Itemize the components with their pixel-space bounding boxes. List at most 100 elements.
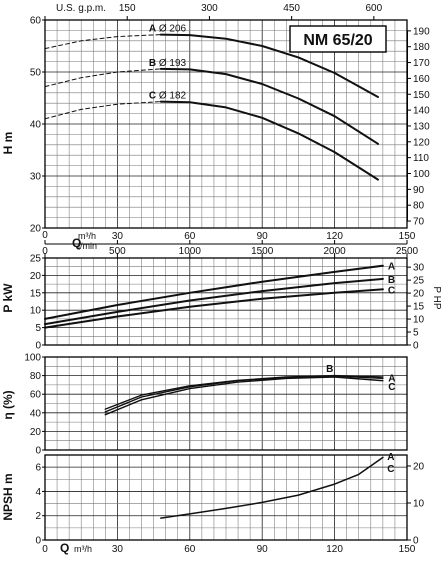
gpm-tick-label: 150 [119, 3, 136, 14]
efficiency-axis-label: η (%) [1, 390, 15, 419]
efficiency-frame [44, 356, 408, 451]
npsh-ft-tick-label: 20 [413, 461, 425, 472]
head-curve-c [159, 100, 379, 181]
title-box [289, 25, 387, 53]
head-curve-diameter-c: Ø 182 [159, 91, 187, 102]
power-y-tick-label: 10 [30, 306, 42, 317]
lmin-tick-label: 500 [109, 246, 126, 257]
power-hp-tick-label: 15 [413, 302, 425, 313]
lmin-tick-label: 0 [42, 246, 48, 257]
power-hp-tick-label: 20 [413, 289, 425, 300]
head-curve-letter-a: A [149, 24, 156, 35]
chart-title: NM 65/20 [303, 32, 372, 49]
power-curve-label-a: A [388, 262, 395, 273]
lmin-tick-label: 1000 [179, 246, 202, 257]
head-ft-tick-label: 70 [413, 217, 425, 228]
power-curve-b [44, 277, 384, 326]
lmin-tick-label: 1500 [251, 246, 274, 257]
power-y-tick-label: 20 [30, 271, 42, 282]
head-ft-tick-label: 160 [413, 74, 430, 85]
npsh-y-tick-label: 2 [35, 511, 41, 522]
head-ft-tick-label: 130 [413, 121, 430, 132]
efficiency-curve-a [104, 375, 384, 413]
q-tick-label-mid: 150 [399, 231, 416, 242]
npsh-y-tick-label: 0 [35, 536, 41, 547]
power-y-tick-label: 15 [30, 288, 42, 299]
head-curve-dashed-a [44, 34, 162, 50]
head-y-tick-label: 40 [30, 120, 42, 131]
q-tick-label-mid: 0 [42, 230, 48, 241]
efficiency-y-tick-label: 80 [30, 371, 42, 382]
lmin-tick-label: 2000 [323, 246, 346, 257]
efficiency-curve-label-a: A [388, 373, 395, 384]
power-hp-tick-label: 25 [413, 276, 425, 287]
efficiency-curve-label-c: C [388, 382, 395, 393]
head-y-tick-label: 20 [30, 224, 42, 235]
lmin-axis-label: l/min [78, 241, 97, 251]
head-ft-tick-label: 170 [413, 58, 430, 69]
efficiency-curve-label-b: B [326, 364, 333, 375]
head-curve-letter-c: C [149, 91, 156, 102]
efficiency-y-tick-label: 60 [30, 390, 42, 401]
head-ft-tick-label: 120 [413, 137, 430, 148]
lmin-tick-label: 2500 [396, 246, 419, 257]
power-hp-tick-label: 5 [413, 328, 419, 339]
head-curve-dashed-b [44, 68, 162, 88]
npsh-axis-label: NPSH m [1, 473, 15, 520]
q-tick-label-mid: 120 [326, 231, 343, 242]
power-hp-tick-label: 0 [413, 341, 419, 352]
power-curve-label-c: C [388, 285, 395, 296]
efficiency-y-tick-label: 0 [35, 446, 41, 457]
power-hp-axis-label: P HP [431, 286, 442, 309]
npsh-y-tick-label: 4 [35, 487, 41, 498]
head-ft-tick-label: 80 [413, 201, 425, 212]
head-ft-tick-label: 150 [413, 90, 430, 101]
power-curve-label-b: B [388, 275, 395, 286]
head-curve-dashed-c [44, 101, 162, 120]
grid-layer [44, 19, 408, 541]
head-curve-diameter-a: Ø 206 [159, 24, 187, 35]
top-axis-label: U.S. g.p.m. [56, 3, 106, 14]
efficiency-y-tick-label: 40 [30, 408, 42, 419]
head-axis-label: H m [1, 132, 15, 155]
q-tick-label-bottom: 120 [326, 544, 343, 555]
npsh-y-tick-label: 6 [35, 463, 41, 474]
q-tick-label-bottom: 30 [112, 544, 124, 555]
q-tick-label-mid: 90 [257, 231, 269, 242]
frames-layer [42, 16, 411, 541]
q-tick-label-bottom: 150 [399, 544, 416, 555]
npsh-curve-label-c: C [387, 464, 394, 475]
text-layer: 2030405060051015202502040608010002467080… [24, 3, 430, 555]
npsh-curve-label-a: A [387, 452, 394, 463]
gpm-tick-label: 600 [365, 3, 382, 14]
head-y-tick-label: 60 [30, 16, 42, 27]
head-y-tick-label: 50 [30, 68, 42, 79]
efficiency-curve-c [104, 376, 384, 416]
npsh-frame [44, 454, 408, 541]
power-axis-label: P kW [1, 283, 15, 313]
npsh-ft-tick-label: 0 [413, 536, 419, 547]
head-curve-letter-b: B [149, 58, 156, 69]
power-y-tick-label: 0 [35, 341, 41, 352]
q-tick-label-bottom: 60 [184, 544, 196, 555]
head-ft-tick-label: 180 [413, 42, 430, 53]
power-hp-tick-label: 10 [413, 315, 425, 326]
head-ft-tick-label: 140 [413, 106, 430, 117]
q-tick-label-bottom: 90 [257, 544, 269, 555]
efficiency-y-tick-label: 100 [24, 353, 41, 364]
gpm-tick-label: 450 [283, 3, 300, 14]
power-curve-a [44, 264, 384, 320]
head-ft-tick-label: 110 [413, 153, 429, 164]
head-ft-tick-label: 90 [413, 185, 425, 196]
q-axis-unit-mid: m³/h [78, 231, 96, 241]
curves-layer [44, 33, 384, 519]
power-y-tick-label: 5 [35, 323, 41, 334]
head-ft-tick-label: 100 [413, 169, 430, 180]
power-frame [44, 257, 408, 346]
q-axis-unit-bottom: m³/h [74, 544, 92, 554]
q-tick-label-mid: 60 [184, 231, 196, 242]
power-curve-c [44, 288, 384, 329]
power-hp-tick-label: 30 [413, 263, 425, 274]
npsh-curve [160, 456, 384, 519]
